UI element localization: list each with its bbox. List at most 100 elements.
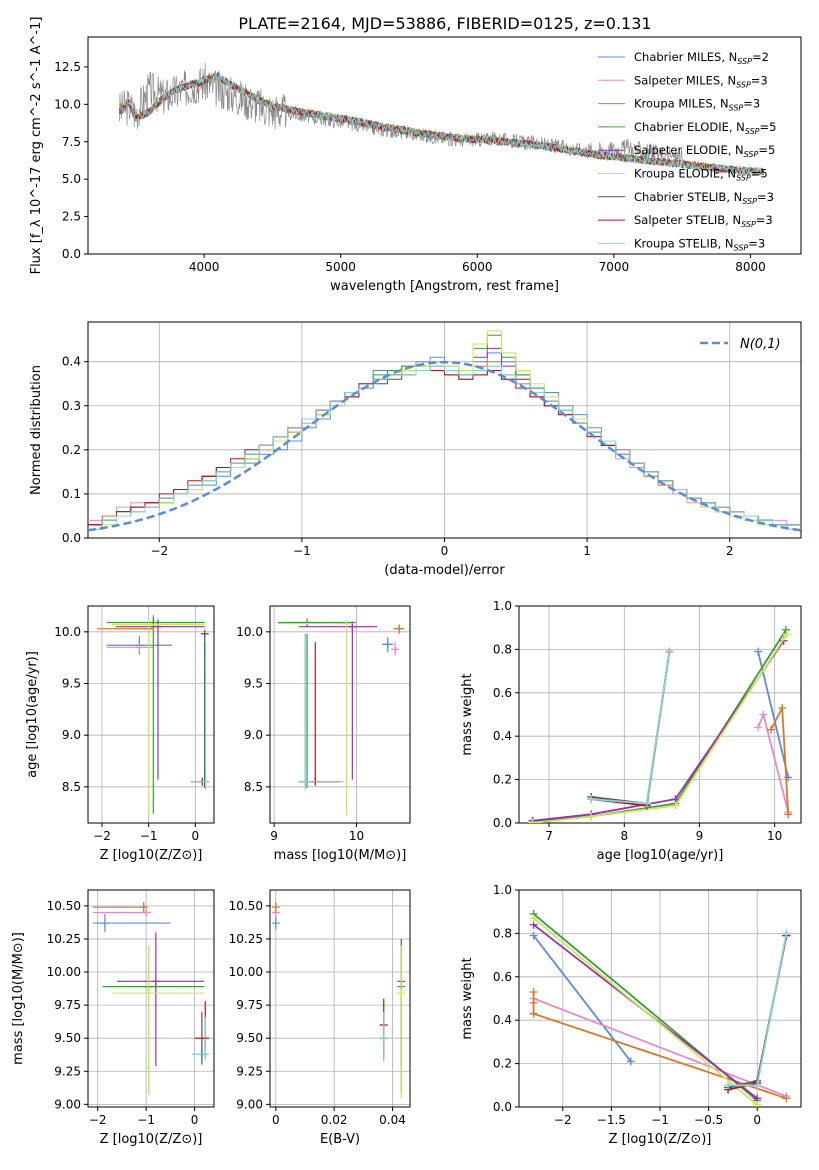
weight-marker [782,929,791,938]
x-tick-label: −2 [554,1113,572,1127]
legend-subscript: SSP [736,174,751,183]
z_age-axes: −2 −1 0 8.5 9.0 9.5 10.0 Z [log10(Z/Z⊙)] age [lo… [25,605,215,863]
y-tick-label: 10.25 [47,932,81,946]
legend-subscript: SSP [737,57,752,66]
point-marker [144,620,153,629]
x-tick-label: 7000 [599,260,630,274]
y-axis-label: Flux [f_λ 10^-17 erg cm^-2 s^-1 A^-1] [29,17,44,275]
point-marker [271,919,280,928]
errorbar-point [200,629,209,788]
x-tick-label: 1 [583,544,591,558]
x-axis-label: Z [log10(Z/Z⊙)] [609,1132,712,1147]
point-marker [342,619,351,628]
y-tick-label: 10.00 [47,965,81,979]
weight-marker [753,1100,762,1107]
weight-line [532,633,788,823]
point-marker [303,618,312,627]
x-tick-label: 10 [349,829,364,843]
weight-marker [759,710,768,719]
legend-subscript: SSP [744,150,759,159]
x-tick-label: −1 [140,829,158,843]
weight-marker [782,1094,791,1103]
x-tick-label: 10 [767,829,782,843]
weight-line [532,640,785,822]
y-tick-label: 9.0 [244,728,263,742]
legend-label-rest: =5 [760,120,777,134]
x-axis-label: Z [log10(Z/Z⊙)] [100,848,203,863]
x-tick-label: 5000 [325,260,356,274]
ebv_mass-plot [271,901,406,1098]
y-tick-label: 9.50 [236,1031,263,1045]
errorbar-point [397,945,406,1098]
age_weight-plot [528,625,793,823]
x-tick-label: 4000 [189,260,220,274]
y-tick-label: 0.0 [62,531,81,545]
x-tick-label: −1 [651,1113,669,1127]
x-tick-label: −1 [137,1113,155,1127]
y-tick-label: 0.4 [62,355,81,369]
x-tick-label: −2 [93,829,111,843]
x-axis-label: Z [log10(Z/Z⊙)] [100,1132,203,1147]
y-tick-label: 0.4 [493,729,512,743]
errorbar-point [382,637,394,653]
x-axis-label: E(B-V) [320,1132,360,1147]
weight-marker [778,703,787,712]
x-axis-label: wavelength [Angstrom, rest frame] [330,279,559,294]
y-tick-label: 0.2 [493,1057,512,1071]
errorbar-point [298,633,345,790]
legend-subscript: SSP [729,104,744,113]
residuals-plot [88,330,801,532]
y-tick-label: 0.2 [493,773,512,787]
weight-marker [782,630,791,639]
y-tick-label: 0.2 [62,443,81,457]
x-tick-label: 0 [753,1113,761,1127]
x-tick-label: 6000 [462,260,493,274]
weight-line [757,651,790,778]
y-tick-label: 9.00 [236,1097,263,1111]
spectrum-frame [87,36,802,255]
legend-label-rest: =5 [751,167,768,181]
x-tick-label: 2 [726,544,734,558]
errorbar-point [393,624,405,634]
legend-subscript: SSP [745,127,760,136]
weight-line [533,917,758,1106]
point-marker [397,989,406,998]
mass_age-axes: 9 10 8.5 9.0 9.5 10.0 mass [log10(M/M⊙)] [236,605,411,863]
z_weight-axes: −2 −1.5 −1 −0.5 0 0.0 0.2 0.4 0.6 0.8 1.0 Z [log10(… [460,883,802,1147]
weight-marker [529,931,538,940]
legend-label-rest: =5 [758,143,775,157]
errorbar-point [278,618,357,788]
mass_age-plot [278,618,405,816]
x-tick-label: −1 [293,544,311,558]
point-marker [379,1034,388,1043]
point-marker [135,643,144,652]
legend-subscript: SSP [734,243,749,252]
point-marker [348,622,357,631]
point-marker [149,618,158,627]
legend-label: Salpeter ELODIE, NSSP=5 [634,143,775,159]
age_weight-axes: 7 8 9 10 0.0 0.2 0.4 0.6 0.8 1.0 age [log10(age/yr… [460,599,802,863]
legend-label-rest: =3 [757,190,774,204]
mass_age-frame [269,605,411,824]
y-tick-label: 10.0 [236,625,263,639]
point-marker [383,640,392,649]
y-tick-label: 0.0 [493,1100,512,1114]
legend-label: Kroupa ELODIE, NSSP=5 [634,167,768,183]
weight-marker [754,647,763,656]
errorbar-point [190,642,210,790]
weight-marker [781,625,790,634]
weight-marker [529,914,538,923]
weight-marker [587,795,596,804]
y-tick-label: 9.25 [54,1064,81,1078]
x-tick-label: −2 [150,544,168,558]
point-marker [154,622,162,631]
x-axis-label: age [log10(age/yr)] [597,848,724,863]
y-tick-label: 8.5 [244,780,263,794]
weight-marker [671,801,680,810]
weight-line [591,651,671,805]
errorbar-point [112,945,205,1096]
y-tick-label: 9.25 [236,1064,263,1078]
x-tick-label: 8 [620,829,628,843]
weight-marker [642,799,651,808]
